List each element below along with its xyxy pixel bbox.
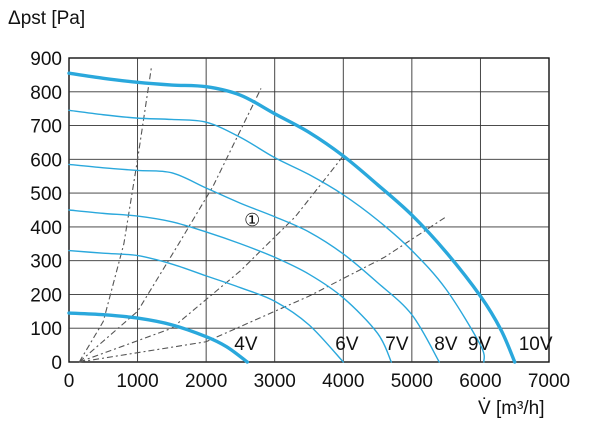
curve-label-9v: 9V [468, 334, 492, 355]
y-tick-label: 200 [30, 285, 62, 306]
y-tick-label: 0 [51, 353, 62, 374]
series-line-9v [68, 109, 485, 363]
y-tick-label: 700 [30, 117, 62, 138]
x-tick-label: 6000 [459, 371, 501, 392]
y-tick-label: 600 [30, 150, 62, 171]
x-tick-label: 2000 [185, 371, 227, 392]
y-tick-label: 500 [30, 184, 62, 205]
curve-label-7v: 7V [385, 334, 409, 355]
plot-frame [68, 57, 550, 363]
y-tick-label: 100 [30, 319, 62, 340]
y-tick-label: 800 [30, 83, 62, 104]
y-tick-label: 300 [30, 252, 62, 273]
x-tick-label: 3000 [254, 371, 296, 392]
x-tick-label: 7000 [528, 371, 570, 392]
series-line-8v [68, 163, 440, 363]
x-axis-title: V̇ [m³/h] [478, 398, 545, 419]
series-line-7v [68, 209, 392, 363]
series-line-6v [68, 249, 344, 363]
curve-label-4v: 4V [234, 334, 258, 355]
system-curve-3 [79, 155, 344, 363]
curve-marker-label: ① [244, 210, 260, 230]
y-axis-title: Δpst [Pa] [8, 8, 85, 29]
y-tick-label: 400 [30, 218, 62, 239]
curve-label-6v: 6V [335, 334, 359, 355]
x-tick-label: 5000 [391, 371, 433, 392]
x-tick-label: 4000 [322, 371, 364, 392]
x-tick-label: 0 [64, 371, 75, 392]
series-line-4v [67, 311, 249, 364]
curve-label-8v: 8V [434, 334, 458, 355]
series-line-10v [67, 71, 517, 364]
x-tick-label: 1000 [116, 371, 158, 392]
curve-label-10v: 10V [519, 334, 553, 355]
y-tick-label: 900 [30, 49, 62, 70]
system-curve-2 [78, 88, 262, 363]
axis-layer: 0 1000 2000 3000 4000 5000 6000 7000 0 100 200 300 4… [30, 49, 570, 392]
series-layer [67, 71, 517, 364]
grid-layer [68, 57, 550, 363]
system-curve-1 [78, 68, 152, 363]
label-layer: 10V 9V 8V 7V 6V 4V ① [234, 210, 553, 355]
